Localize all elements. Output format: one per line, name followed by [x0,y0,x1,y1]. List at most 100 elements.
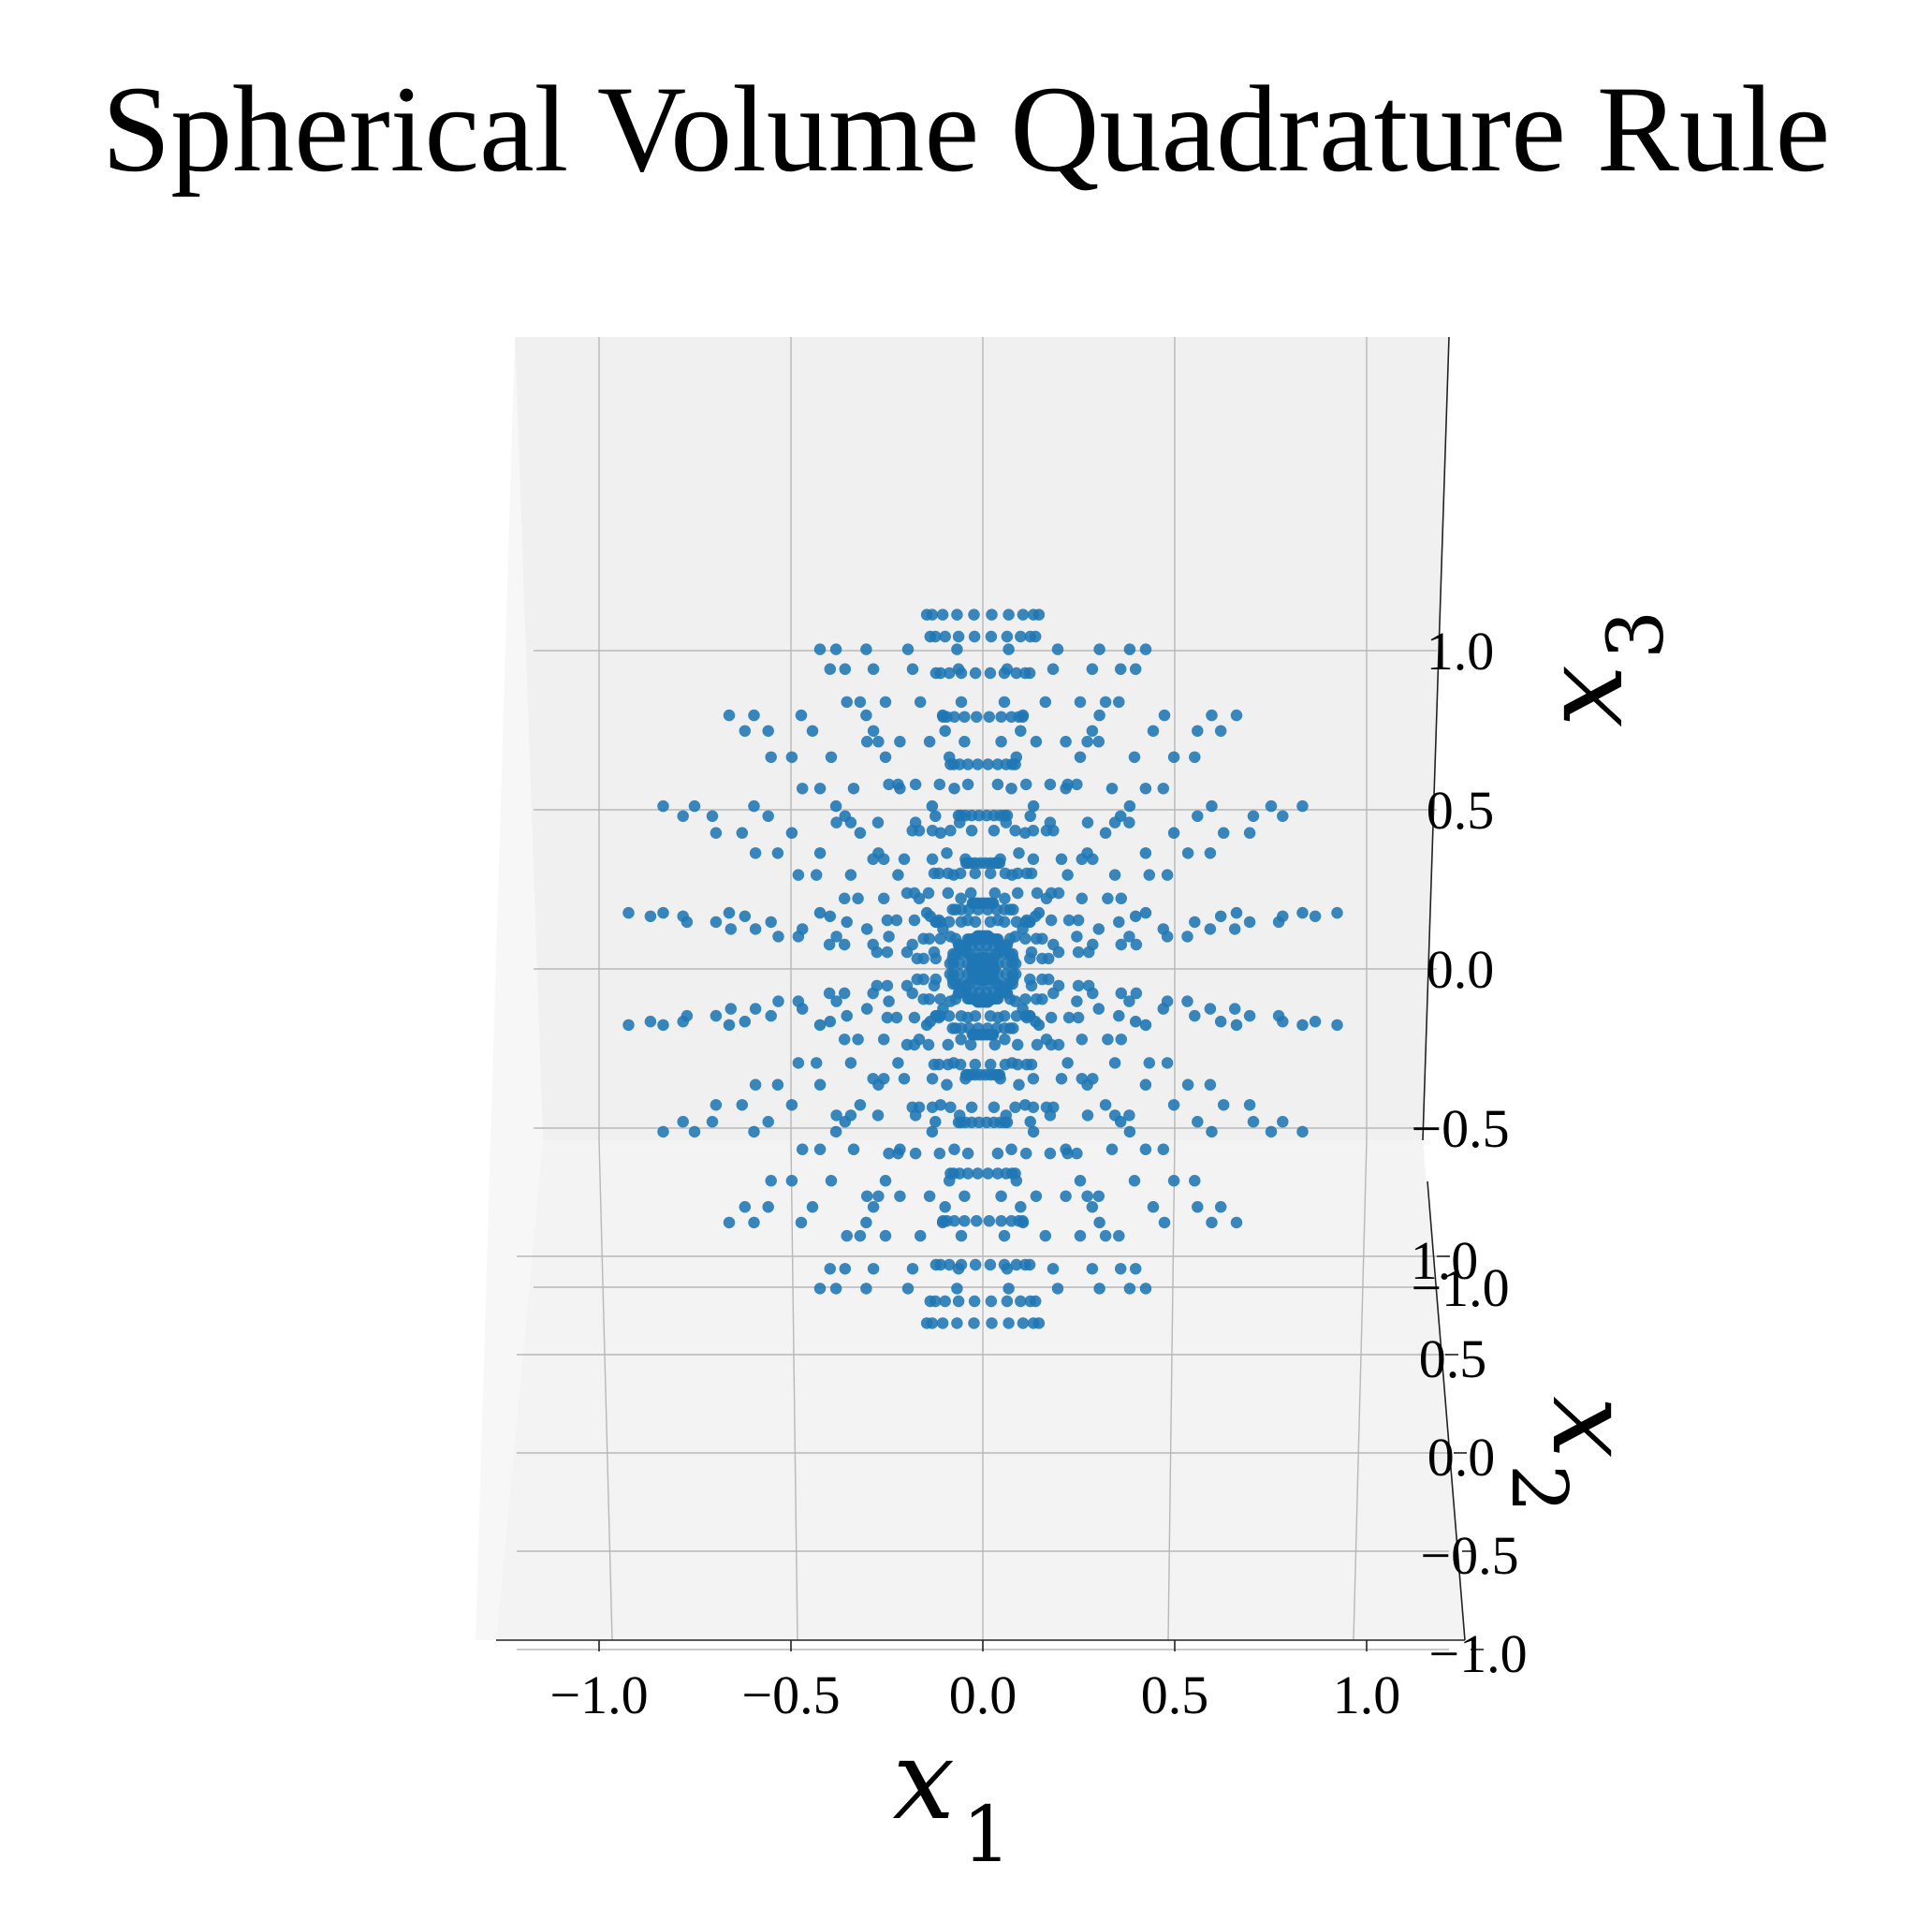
data-point [824,910,836,922]
data-point [871,816,885,829]
data-point [878,892,890,904]
data-point [922,887,935,900]
x1-tick-label: 1.0 [1333,1664,1401,1725]
data-point [936,609,949,621]
data-point [706,1116,719,1128]
data-point [923,993,935,1005]
x-gridline-floor [1353,1139,1368,1641]
data-point [830,995,842,1007]
data-point [1010,1175,1023,1187]
data-point [906,987,918,1000]
data-point [915,1229,927,1242]
data-point [1218,1099,1230,1111]
data-point [872,1078,885,1091]
data-point [1020,778,1032,791]
data-point [749,1078,762,1091]
data-point [968,1317,980,1329]
data-point [844,1057,857,1069]
data-point [823,938,836,951]
data-point [934,1099,946,1111]
data-point [841,916,853,929]
data-point [934,667,946,680]
data-point [965,887,977,900]
data-point [920,906,933,919]
data-point [829,643,842,655]
data-point [1115,938,1128,951]
data-point [952,987,965,1000]
data-point [1113,1009,1125,1022]
data-point [980,809,993,822]
data-point [937,923,949,935]
data-point [772,931,784,943]
data-point [861,923,873,935]
data-point [944,1101,957,1114]
data-point [797,783,809,795]
data-point [1012,1038,1024,1051]
data-point [1000,758,1013,770]
data-point [1015,725,1027,737]
data-point [1005,783,1017,795]
x1-tick-label: 0.5 [1141,1664,1209,1725]
data-point [1139,1283,1152,1295]
data-point [1081,847,1093,859]
x2-tick-label: 0.5 [1419,1328,1487,1389]
data-point [813,783,827,795]
data-point [1192,810,1204,822]
data-point [1071,778,1083,791]
data-point [748,1125,760,1138]
data-point [841,696,853,709]
data-point [644,910,657,922]
data-point [710,1009,723,1022]
data-point [944,751,956,763]
data-point [906,938,918,951]
data-point [1215,1016,1227,1028]
data-point [1003,609,1015,621]
data-point [829,1125,842,1138]
data-point [1123,931,1135,943]
data-point [1009,995,1021,1007]
data-point [941,1078,953,1091]
data-point [1099,827,1112,839]
data-point [797,1143,809,1155]
data-point [1040,1034,1053,1046]
data-point [1265,1125,1278,1138]
data-point [749,923,762,935]
data-point [867,725,880,737]
data-point [1072,1011,1085,1024]
data-point [879,1229,892,1242]
data-point [1019,667,1032,680]
data-point [1296,1019,1309,1032]
data-point [1072,979,1085,992]
data-point [724,923,737,935]
data-point [1017,1003,1029,1015]
data-point [792,1057,805,1069]
data-point [908,914,921,927]
data-point [917,973,929,986]
data-point [939,630,951,643]
data-point [765,1175,777,1187]
data-point [1204,1078,1217,1091]
data-point [990,1022,1003,1034]
data-point [739,725,751,737]
x3-tick-label: 0.0 [1427,939,1495,1000]
data-point [867,938,879,951]
data-point [1025,979,1038,992]
x-gridline-floor [790,1139,798,1641]
data-point [1099,1229,1112,1242]
data-point [881,914,894,927]
data-point [1017,923,1029,935]
data-point [1105,1143,1119,1155]
data-point [993,979,1006,992]
data-point [1036,952,1048,965]
data-point [894,736,906,748]
data-point [959,1073,972,1085]
data-point [1044,1147,1057,1160]
data-point [878,1034,890,1046]
data-point [688,1125,701,1138]
data-point [1024,1116,1036,1128]
data-point [1123,1125,1136,1138]
data-point [1189,1009,1201,1022]
data-point [771,1078,784,1091]
data-point [944,931,957,943]
data-point [867,1201,880,1213]
